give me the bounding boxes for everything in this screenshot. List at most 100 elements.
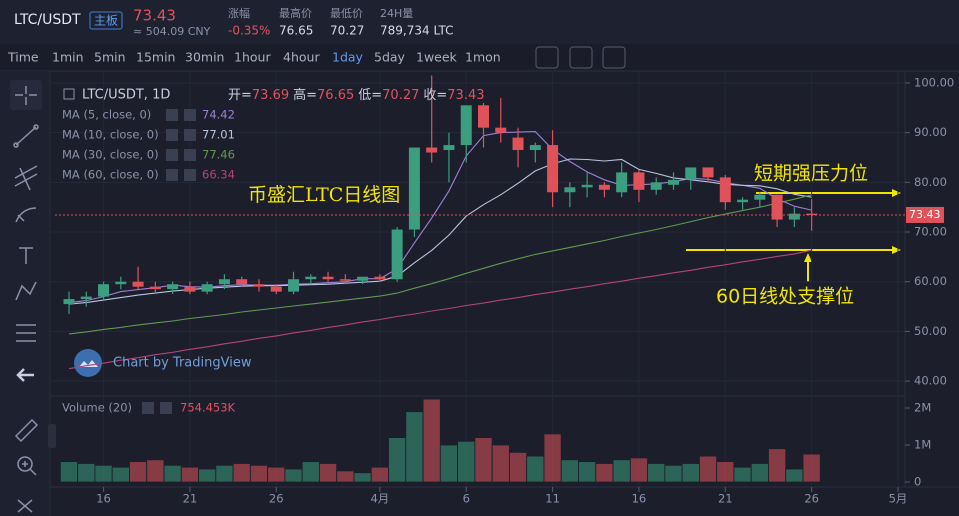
candle-body <box>719 177 731 203</box>
ma-legend-value: 77.46 <box>202 148 235 162</box>
timeframe[interactable]: 1day <box>332 50 364 65</box>
x-tick-label: 26 <box>269 492 284 506</box>
tool-button <box>535 46 559 69</box>
timeframe[interactable]: 15min <box>136 50 175 65</box>
watermark: Chart by TradingView <box>113 356 252 371</box>
stat-value: 70.27 <box>330 24 364 38</box>
candle-body <box>460 105 472 146</box>
volume-bar <box>785 468 804 483</box>
header-bar <box>0 0 959 44</box>
volume-bar <box>612 459 631 483</box>
legend-button <box>160 402 172 414</box>
y-tick-label: 60.00 <box>914 274 947 288</box>
volume-bar <box>699 455 718 483</box>
x-tick-label: 26 <box>804 492 819 506</box>
candle-body <box>495 127 507 133</box>
volume-bar <box>664 464 683 483</box>
ohlc-label: 高= <box>293 87 317 103</box>
annotation: 币盛汇LTC日线图 <box>248 184 400 206</box>
volume-bar <box>353 472 372 483</box>
board: 主板 <box>94 14 118 28</box>
timeframe[interactable]: 4hour <box>283 50 320 65</box>
volume-bar <box>750 463 769 483</box>
volume-tick-label: 1M <box>914 437 931 451</box>
volume-bar <box>474 437 493 483</box>
candle-body <box>667 179 679 185</box>
price: 73.43 <box>133 7 176 25</box>
candle-body <box>305 276 317 280</box>
arrows <box>686 189 901 282</box>
volume-bar <box>439 444 458 483</box>
candle-body <box>806 213 818 215</box>
candle-body <box>218 279 230 285</box>
timeframe[interactable]: 5min <box>94 50 126 65</box>
volume-bar <box>716 461 735 483</box>
volume-bar <box>405 411 424 483</box>
tool-button <box>569 46 593 69</box>
ma-legend-name: MA (60, close, 0) <box>62 168 159 182</box>
collapse-handle[interactable] <box>48 424 56 448</box>
stat-label: 最高价 <box>279 6 312 20</box>
timeframe[interactable]: 1min <box>52 50 84 65</box>
volume-bar <box>319 463 338 483</box>
legend-button <box>166 169 178 181</box>
candle-body <box>443 145 455 151</box>
volume-bar <box>681 463 700 483</box>
ma-legend-name: MA (10, close, 0) <box>62 128 159 142</box>
timeframe[interactable]: 30min <box>185 50 224 65</box>
board-badge <box>89 11 123 30</box>
y-tick-label: 80.00 <box>914 175 947 189</box>
x-tick-label: 16 <box>632 492 647 506</box>
candle-body <box>598 184 610 190</box>
candle-body <box>564 187 576 193</box>
ohlc-value: 76.65 <box>317 88 354 103</box>
timeframe[interactable]: 1hour <box>234 50 271 65</box>
candle-body <box>339 279 351 281</box>
timeframe[interactable]: 5day <box>374 50 406 65</box>
candle-body <box>478 105 489 128</box>
candle-body <box>633 172 645 190</box>
legend-toggle <box>63 88 75 100</box>
volume-bar <box>457 440 476 483</box>
legend-title: LTC/USDT, 1D <box>82 88 170 103</box>
volume-bar <box>543 433 562 483</box>
ohlc-label: 收= <box>423 88 447 103</box>
ma-legend-name: MA (5, close, 0) <box>62 108 151 122</box>
volume-last: 754.453K <box>180 401 236 415</box>
volume-bar <box>232 463 251 483</box>
candle-body <box>702 167 714 178</box>
annotation: 短期强压力位 <box>754 163 868 185</box>
volume-bar <box>146 459 165 483</box>
tool-button <box>602 46 626 69</box>
timeframe[interactable]: Time <box>7 50 39 65</box>
volume-bar <box>180 466 199 483</box>
legend-button <box>142 402 154 414</box>
timeframe[interactable]: 1week <box>416 50 458 65</box>
stat-label: 涨幅 <box>228 7 250 20</box>
x-tick-label: 4月 <box>370 492 389 506</box>
volume-bar <box>595 463 614 483</box>
candle-body <box>581 184 593 188</box>
legend-button <box>184 169 196 181</box>
legend-button <box>184 129 196 141</box>
volume-bar <box>215 464 234 483</box>
candle-body <box>322 276 334 280</box>
symbol: LTC/USDT <box>14 12 81 28</box>
volume-bar <box>77 463 96 483</box>
volume-bar <box>491 444 510 483</box>
tool-icons[interactable] <box>10 80 42 513</box>
volume-bar <box>560 459 579 483</box>
volume-bar <box>336 470 355 483</box>
candle-body <box>80 296 92 300</box>
timeframe[interactable]: 1mon <box>465 50 501 65</box>
timeframe-bar <box>0 44 959 71</box>
stat-label: 最低价 <box>330 7 363 20</box>
legend-button <box>184 149 196 161</box>
y-tick-label: 50.00 <box>914 324 947 338</box>
x-tick-label: 5月 <box>889 492 908 506</box>
legend-button <box>184 109 196 121</box>
legend-button <box>166 109 178 121</box>
candle-body <box>754 194 766 200</box>
x-tick-label: 11 <box>545 492 560 506</box>
stat-value: -0.35% <box>228 24 270 38</box>
